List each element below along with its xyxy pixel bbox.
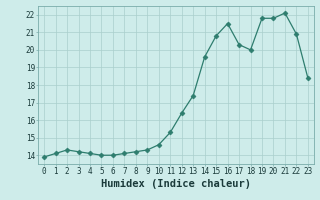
X-axis label: Humidex (Indice chaleur): Humidex (Indice chaleur) xyxy=(101,179,251,189)
